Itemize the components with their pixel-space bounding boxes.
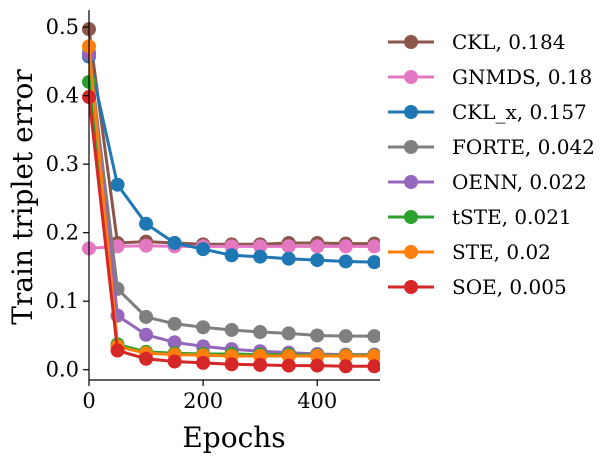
series-2-point-3 [167,235,182,250]
series-1-point-7 [281,239,296,254]
series-1-point-10 [367,239,380,254]
y-tick-label-1: 0.1 [46,289,79,313]
series-2-point-8 [310,253,325,268]
series-line-5 [87,81,375,357]
legend-entry-7: SOE, 0.005 [388,275,567,299]
series-7-point-1 [110,343,125,358]
series-3 [82,45,380,344]
series-2-point-9 [338,254,353,269]
series-line-0 [87,29,375,246]
legend-label-7: SOE, 0.005 [452,275,567,299]
series-7-point-10 [367,359,380,374]
legend-entry-4: OENN, 0.022 [388,170,587,194]
legend-marker-4 [404,175,418,189]
legend: CKL, 0.184 GNMDS, 0.18 CKL_x, 0.157 FORTE, … [388,30,595,299]
series-6-point-9 [338,349,353,364]
series-7-point-3 [167,354,182,369]
series-7-point-2 [139,351,154,366]
series-7-point-7 [281,358,296,373]
series-4-point-2 [139,327,154,342]
series-2-point-4 [196,242,211,257]
series-3-point-5 [224,322,239,337]
legend-entry-5: tSTE, 0.021 [388,205,572,229]
series-3-point-6 [253,325,268,340]
y-tick-label-5: 0.5 [46,15,79,39]
series-3-point-10 [367,329,380,344]
axis-ticks: 0 200 400 0.0 0.1 0.2 0.3 0.4 0.5 [46,15,338,413]
legend-label-0: CKL, 0.184 [452,30,566,54]
series-6-point-7 [281,349,296,364]
series-2-point-1 [110,177,125,192]
legend-label-3: FORTE, 0.042 [452,135,595,159]
x-tick-label-0: 0 [82,389,95,413]
y-tick-label-0: 0.0 [46,358,79,382]
series-2-point-6 [253,249,268,264]
legend-marker-3 [404,140,418,154]
series-2 [82,49,380,270]
x-tick-label-2: 400 [297,389,337,413]
series-6 [82,39,380,364]
series-6-point-8 [310,349,325,364]
series-2-point-2 [139,216,154,231]
series-line-6 [87,46,375,358]
series-1-point-9 [338,239,353,254]
legend-label-2: CKL_x, 0.157 [452,100,587,124]
series-1-point-6 [253,239,268,254]
series-7-point-8 [310,358,325,373]
series-7-point-6 [253,357,268,372]
series-4-point-3 [167,335,182,350]
legend-label-5: tSTE, 0.021 [452,205,572,229]
legend-marker-2 [404,105,418,119]
legend-entry-3: FORTE, 0.042 [388,135,595,159]
series-2-point-7 [281,251,296,266]
legend-marker-6 [404,245,418,259]
plot-area [82,22,380,374]
series-7-point-5 [224,357,239,372]
series-line-3 [87,52,375,338]
y-tick-label-2: 0.2 [46,221,79,245]
series-3-point-9 [338,329,353,344]
x-tick-label-1: 200 [183,389,223,413]
legend-entry-2: CKL_x, 0.157 [388,100,587,124]
series-group [82,22,380,374]
legend-entry-1: GNMDS, 0.18 [388,65,592,89]
legend-label-4: OENN, 0.022 [452,170,587,194]
series-2-point-5 [224,248,239,263]
series-line-2 [87,56,375,264]
series-3-point-8 [310,328,325,343]
y-axis-title: Train triplet error [6,69,39,325]
series-5 [82,74,380,363]
series-1-point-2 [139,238,154,253]
series-7-point-4 [196,355,211,370]
series-3-point-4 [196,320,211,335]
legend-label-6: STE, 0.02 [452,240,551,264]
legend-marker-1 [404,70,418,84]
series-2-point-10 [367,255,380,270]
legend-entry-6: STE, 0.02 [388,240,551,264]
series-3-point-2 [139,309,154,324]
series-7-point-9 [338,359,353,374]
legend-label-1: GNMDS, 0.18 [452,65,592,89]
series-0 [82,22,380,252]
legend-marker-7 [404,280,418,294]
y-tick-label-3: 0.3 [46,152,79,176]
series-4 [82,47,380,362]
series-1-point-8 [310,239,325,254]
series-6-point-10 [367,349,380,364]
series-3-point-7 [281,326,296,341]
legend-marker-5 [404,210,418,224]
x-axis-title: Epochs [182,421,285,454]
legend-entry-0: CKL, 0.184 [388,30,566,54]
legend-marker-0 [404,35,418,49]
y-tick-label-4: 0.4 [46,84,79,108]
series-3-point-3 [167,316,182,331]
